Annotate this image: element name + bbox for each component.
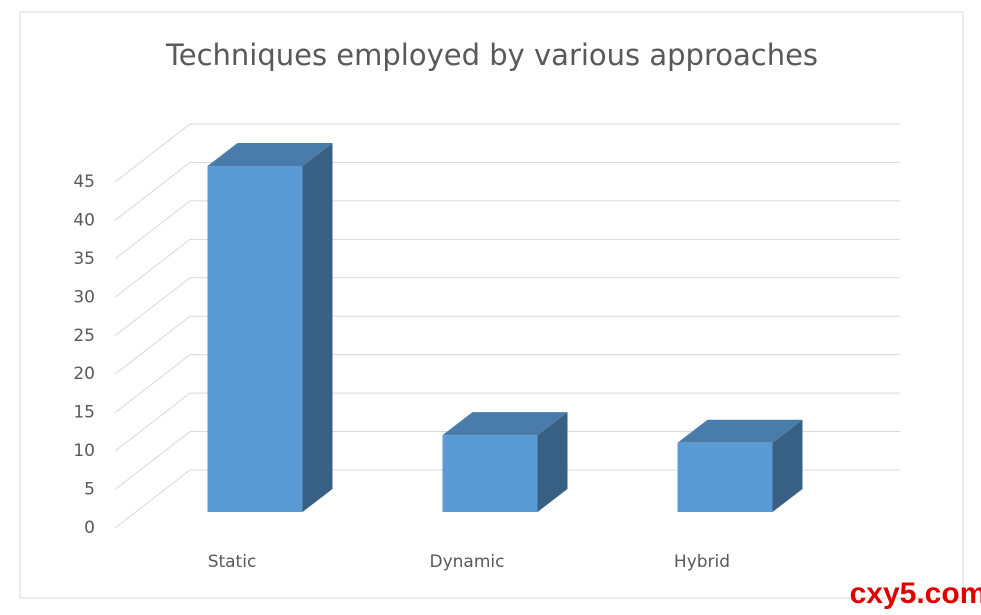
y-tick-label: 35 bbox=[73, 249, 95, 269]
watermark: cxy5.com bbox=[850, 577, 981, 610]
bar-side bbox=[772, 419, 803, 512]
bar-top bbox=[207, 143, 333, 166]
grid-line bbox=[114, 315, 191, 375]
grid-line bbox=[114, 392, 191, 452]
bar bbox=[442, 435, 538, 512]
x-tick-label: Hybrid bbox=[674, 552, 730, 572]
x-tick-label: Dynamic bbox=[430, 552, 505, 572]
bar-top bbox=[677, 419, 803, 443]
y-tick-label: 0 bbox=[84, 518, 95, 538]
grid-line bbox=[114, 238, 191, 298]
y-tick-label: 15 bbox=[73, 403, 95, 423]
y-tick-label: 40 bbox=[73, 210, 95, 230]
grid-line bbox=[114, 123, 191, 183]
grid-line bbox=[114, 469, 191, 529]
grid-line bbox=[114, 354, 191, 414]
bar bbox=[677, 442, 773, 512]
grid-line bbox=[114, 277, 191, 337]
bar-top bbox=[442, 412, 568, 436]
y-tick-label: 45 bbox=[73, 172, 95, 192]
grid-line bbox=[114, 162, 191, 221]
y-tick-label: 20 bbox=[73, 364, 95, 384]
x-tick-label: Static bbox=[208, 552, 257, 572]
grid-line bbox=[114, 431, 191, 490]
chart-title: Techniques employed by various approache… bbox=[165, 38, 818, 72]
y-tick-label: 10 bbox=[73, 441, 95, 461]
y-tick-label: 25 bbox=[73, 326, 95, 346]
y-tick-label: 30 bbox=[73, 287, 95, 307]
bar bbox=[207, 166, 303, 512]
grid-line bbox=[114, 200, 191, 260]
bar-side bbox=[302, 143, 333, 512]
y-tick-label: 5 bbox=[84, 480, 95, 500]
bar-side bbox=[537, 412, 568, 512]
